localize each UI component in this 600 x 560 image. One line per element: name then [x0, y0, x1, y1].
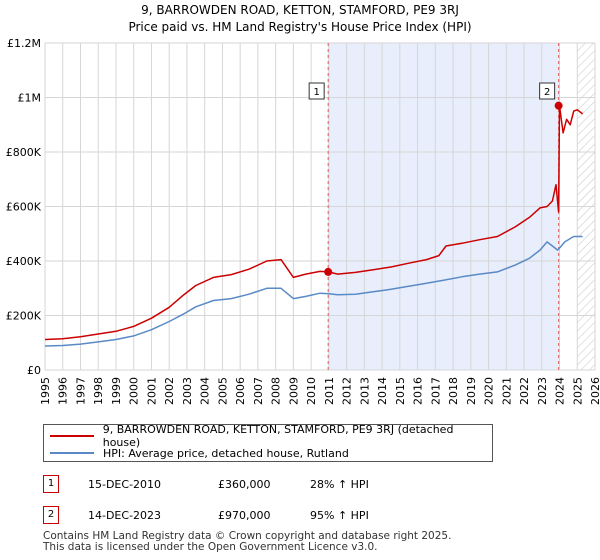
- transaction-date: 15-DEC-2010: [88, 478, 162, 491]
- footer-licence: This data is licensed under the Open Gov…: [43, 541, 378, 553]
- transaction-badge: 2: [43, 506, 59, 524]
- x-tick-label: 2007: [252, 377, 265, 405]
- x-tick-label: 2006: [234, 377, 247, 405]
- transaction-label: 2: [544, 87, 550, 98]
- legend-label-hpi: HPI: Average price, detached house, Rutl…: [103, 446, 349, 460]
- footer-copyright: Contains HM Land Registry data © Crown c…: [43, 530, 452, 542]
- transaction-hpi-change: 95% ↑ HPI: [310, 509, 369, 522]
- x-tick-label: 2000: [128, 377, 141, 405]
- chart-subtitle: Price paid vs. HM Land Registry's House …: [128, 20, 471, 34]
- y-tick-label: £400K: [6, 255, 42, 268]
- y-tick-label: £1M: [18, 92, 42, 105]
- transaction-label: 1: [313, 87, 319, 98]
- x-tick-label: 1998: [92, 377, 105, 405]
- legend: 9, BARROWDEN ROAD, KETTON, STAMFORD, PE9…: [43, 423, 493, 462]
- x-tick-label: 2005: [216, 377, 229, 405]
- transaction-label-box: [308, 82, 325, 100]
- price-chart: 9, BARROWDEN ROAD, KETTON, STAMFORD, PE9…: [6, 3, 600, 405]
- transaction-price: £360,000: [218, 478, 271, 491]
- x-tick-label: 2025: [571, 377, 584, 405]
- transaction-date: 14-DEC-2023: [88, 509, 162, 522]
- x-tick-label: 2022: [518, 377, 531, 405]
- x-tick-label: 2001: [145, 377, 158, 405]
- transaction-hpi-change: 28% ↑ HPI: [310, 478, 369, 491]
- x-tick-label: 2014: [376, 377, 389, 405]
- x-tick-label: 2017: [429, 377, 442, 405]
- x-tick-label: 2012: [341, 377, 354, 405]
- x-tick-label: 1995: [39, 377, 52, 405]
- transaction-point: [554, 101, 563, 110]
- x-tick-label: 2015: [394, 377, 407, 405]
- x-tick-label: 2020: [483, 377, 496, 405]
- x-tick-label: 2024: [554, 377, 567, 405]
- x-tick-label: 2010: [305, 377, 318, 405]
- footer: Contains HM Land Registry data © Crown c…: [43, 531, 451, 553]
- legend-item-hpi: HPI: Average price, detached house, Rutl…: [50, 445, 349, 461]
- legend-swatch-hpi: [50, 452, 94, 454]
- x-tick-label: 1996: [57, 377, 70, 405]
- transaction-price: £970,000: [218, 509, 271, 522]
- x-tick-label: 2013: [358, 377, 371, 405]
- hpi-line: [44, 235, 583, 347]
- x-tick-label: 2026: [589, 377, 600, 405]
- x-tick-label: 2021: [500, 377, 513, 405]
- transaction-badge: 1: [43, 475, 59, 493]
- x-tick-label: 2003: [181, 377, 194, 405]
- transaction-point: [324, 267, 333, 276]
- legend-label-property: 9, BARROWDEN ROAD, KETTON, STAMFORD, PE9…: [102, 423, 454, 449]
- x-tick-label: 2023: [536, 377, 549, 405]
- legend-item-property: 9, BARROWDEN ROAD, KETTON, STAMFORD, PE9…: [50, 423, 492, 449]
- y-tick-label: £200K: [6, 310, 42, 323]
- x-tick-label: 2009: [287, 377, 300, 405]
- x-tick-label: 2016: [412, 377, 425, 405]
- x-tick-label: 1999: [110, 377, 123, 405]
- y-tick-label: £0: [27, 364, 41, 377]
- transaction-label-box: [539, 82, 556, 100]
- property-price-line: [44, 104, 584, 341]
- x-tick-label: 2011: [323, 377, 336, 405]
- y-tick-label: £1.2M: [7, 37, 41, 50]
- chart-title: 9, BARROWDEN ROAD, KETTON, STAMFORD, PE9…: [141, 3, 459, 17]
- y-tick-label: £600K: [6, 201, 42, 214]
- x-tick-label: 1997: [74, 377, 87, 405]
- x-tick-label: 2019: [465, 377, 478, 405]
- legend-swatch-property: [50, 435, 94, 437]
- x-tick-label: 2004: [199, 377, 212, 405]
- x-tick-label: 2002: [163, 377, 176, 405]
- x-tick-label: 2018: [447, 377, 460, 405]
- x-tick-label: 2008: [270, 377, 283, 405]
- y-tick-label: £800K: [6, 146, 42, 159]
